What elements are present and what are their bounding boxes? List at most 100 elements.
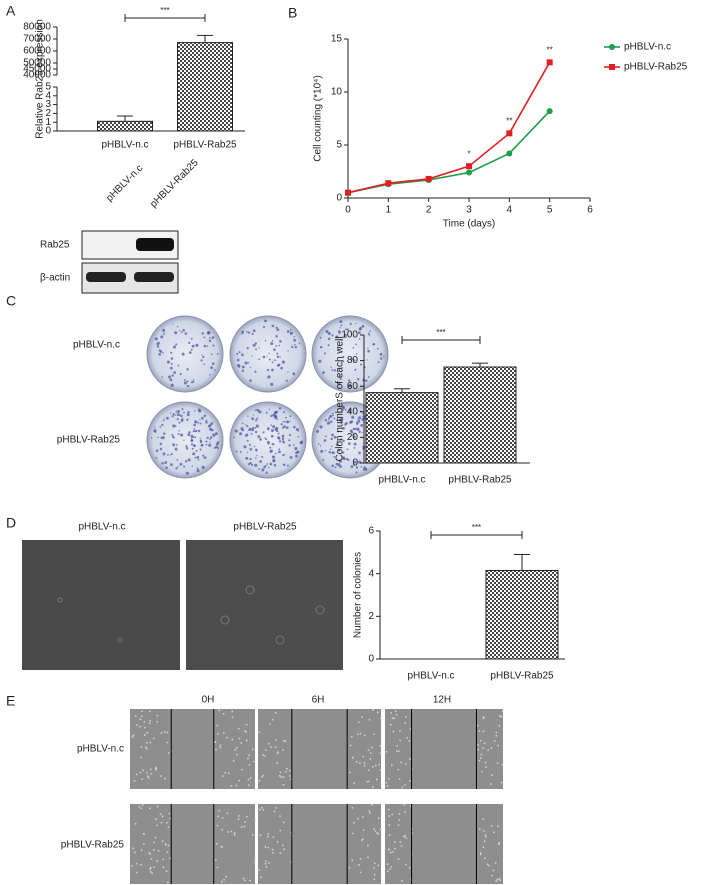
colony-dot xyxy=(281,438,284,441)
cell xyxy=(493,831,495,834)
cell xyxy=(240,826,243,828)
cell xyxy=(218,810,221,812)
colony-dot xyxy=(338,459,342,463)
colony-dot xyxy=(350,420,354,423)
cell xyxy=(484,834,487,836)
colony-dot xyxy=(254,463,258,467)
colony-dot xyxy=(283,441,286,444)
colony-dot xyxy=(201,465,205,469)
cell xyxy=(372,766,374,768)
colony-dot xyxy=(367,349,370,353)
cell xyxy=(168,812,171,815)
y-tick-label: 5 xyxy=(45,82,51,93)
colony-dot xyxy=(186,380,189,383)
cell xyxy=(241,768,243,771)
cell xyxy=(482,747,484,749)
colony-dot xyxy=(352,435,356,439)
cell xyxy=(398,813,401,815)
blot-band xyxy=(86,272,126,282)
significance: *** xyxy=(160,6,169,15)
colony-dot xyxy=(200,444,203,447)
colony-dot xyxy=(336,440,339,443)
cell xyxy=(395,714,398,716)
x-tick-label: 1 xyxy=(386,205,392,216)
colony-dot xyxy=(272,425,276,429)
cell xyxy=(356,733,359,735)
colony-dot xyxy=(210,422,214,425)
cell xyxy=(498,878,501,880)
cell xyxy=(377,833,380,835)
cell xyxy=(217,815,220,818)
colony-dot xyxy=(331,433,335,437)
colony-dot xyxy=(273,359,275,361)
cell xyxy=(248,784,250,787)
cell xyxy=(252,748,254,751)
colony-dot xyxy=(360,363,363,366)
cell xyxy=(484,857,486,859)
cell xyxy=(353,821,355,824)
cell xyxy=(398,750,400,752)
colony-dot xyxy=(162,452,166,456)
legend-marker xyxy=(609,64,615,70)
cell xyxy=(368,810,371,813)
colony-dot xyxy=(214,432,218,435)
cell xyxy=(231,716,234,719)
cell xyxy=(279,829,282,832)
cell xyxy=(265,749,267,751)
cell xyxy=(134,851,136,854)
colony-dot xyxy=(183,411,185,414)
colony-dot xyxy=(183,439,185,441)
cell xyxy=(141,710,143,713)
cell xyxy=(280,776,283,778)
colony xyxy=(220,615,230,625)
y-tick-label: 2 xyxy=(368,611,374,622)
colony-dot xyxy=(203,363,205,365)
colony-dot xyxy=(156,345,160,348)
colony-dot xyxy=(255,348,258,351)
cell xyxy=(149,866,152,869)
colony-dot xyxy=(248,463,251,466)
colony-dot xyxy=(241,428,245,432)
colony-dot xyxy=(209,427,212,431)
colony-dot xyxy=(295,451,298,455)
cell xyxy=(373,733,375,735)
colony-dot xyxy=(265,411,268,414)
colony-dot xyxy=(322,459,325,461)
cell xyxy=(385,782,388,784)
colony-dot xyxy=(197,408,201,412)
cell xyxy=(152,849,155,851)
x-tick-label: 4 xyxy=(507,205,513,216)
colony-dot xyxy=(188,351,192,354)
cell xyxy=(230,785,233,787)
y-tick-label: 20 xyxy=(347,432,359,443)
colony-dot xyxy=(195,429,198,433)
colony-dot xyxy=(354,432,357,434)
colony-dot xyxy=(256,409,260,412)
cell xyxy=(224,771,227,774)
colony-dot xyxy=(187,458,191,462)
colony-dot xyxy=(337,430,340,433)
cell xyxy=(166,741,168,744)
colony-dot xyxy=(294,346,298,349)
cell xyxy=(399,841,402,843)
cell xyxy=(140,756,142,759)
colony-dot xyxy=(244,424,247,426)
cell xyxy=(231,710,233,713)
colony-dot xyxy=(196,469,200,473)
colony-dot xyxy=(288,439,291,442)
cell xyxy=(155,766,158,769)
cell xyxy=(161,815,164,818)
cell xyxy=(216,824,219,827)
x-tick-label: pHBLV-Rab25 xyxy=(448,475,512,486)
cell xyxy=(398,778,401,780)
cell xyxy=(237,818,240,820)
colony-dot xyxy=(238,351,241,354)
cell xyxy=(482,717,485,720)
colony-dot xyxy=(319,346,322,349)
cell xyxy=(167,826,170,829)
well xyxy=(146,315,224,393)
colony-dot xyxy=(255,457,257,459)
colony-dot xyxy=(194,410,196,412)
cell xyxy=(153,866,155,868)
colony-dot xyxy=(268,408,270,410)
